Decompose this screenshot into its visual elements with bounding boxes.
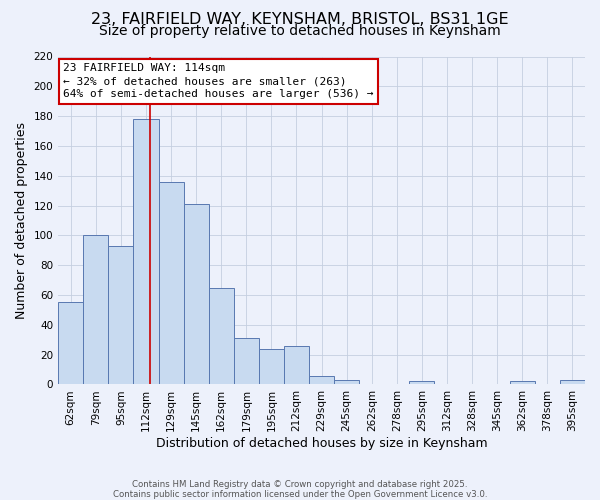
Bar xyxy=(184,204,209,384)
Text: 23 FAIRFIELD WAY: 114sqm
← 32% of detached houses are smaller (263)
64% of semi-: 23 FAIRFIELD WAY: 114sqm ← 32% of detach… xyxy=(64,63,374,100)
Bar xyxy=(234,338,259,384)
Bar xyxy=(58,302,83,384)
Bar xyxy=(334,380,359,384)
Bar xyxy=(284,346,309,385)
Bar xyxy=(209,288,234,384)
Bar xyxy=(560,380,585,384)
Bar xyxy=(83,236,109,384)
Bar xyxy=(259,348,284,384)
Text: Contains HM Land Registry data © Crown copyright and database right 2025.
Contai: Contains HM Land Registry data © Crown c… xyxy=(113,480,487,499)
Bar xyxy=(133,119,158,384)
Bar xyxy=(109,246,133,384)
Text: Size of property relative to detached houses in Keynsham: Size of property relative to detached ho… xyxy=(99,24,501,38)
X-axis label: Distribution of detached houses by size in Keynsham: Distribution of detached houses by size … xyxy=(156,437,487,450)
Y-axis label: Number of detached properties: Number of detached properties xyxy=(15,122,28,319)
Bar xyxy=(158,182,184,384)
Bar xyxy=(309,376,334,384)
Bar xyxy=(510,382,535,384)
Text: 23, FAIRFIELD WAY, KEYNSHAM, BRISTOL, BS31 1GE: 23, FAIRFIELD WAY, KEYNSHAM, BRISTOL, BS… xyxy=(91,12,509,28)
Bar xyxy=(409,382,434,384)
